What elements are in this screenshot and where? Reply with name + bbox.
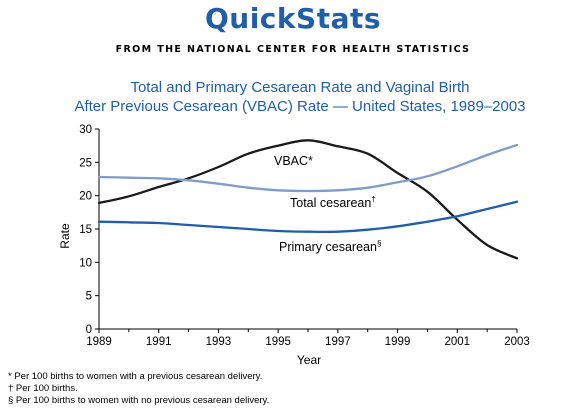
x-tick-label: 2001 (444, 336, 470, 348)
footnote-total: † Per 100 births. (8, 383, 78, 394)
x-tick-label: 1995 (265, 336, 291, 348)
chart-title-line-2: After Previous Cesarean (VBAC) Rate — Un… (74, 98, 526, 115)
series-label-primary-mark: § (377, 239, 381, 248)
series-label-vbac: VBAC* (274, 154, 313, 168)
y-tick-label: 15 (79, 224, 92, 236)
series-line-primary-cesarean (97, 200, 519, 234)
x-tick-label: 1993 (206, 336, 232, 348)
y-axis-label: Rate (58, 223, 72, 249)
chart-title: Total and Primary Cesarean Rate and Vagi… (0, 78, 586, 116)
chart-title-line-1: Total and Primary Cesarean Rate and Vagi… (130, 79, 470, 96)
series-line-vbac (97, 139, 519, 260)
chart-axes: 0 5 10 15 20 25 30 1989 1991 1993 1995 1997 1999 2001… (79, 124, 530, 348)
x-tick-label: 1989 (86, 336, 112, 348)
brand-title: QuickStats (204, 2, 382, 35)
x-tick-label: 1997 (325, 336, 351, 348)
x-tick-label: 2003 (504, 336, 530, 348)
y-tick-label: 20 (79, 191, 92, 203)
footnote-primary: § Per 100 births to women with no previo… (8, 395, 270, 406)
footnotes: * Per 100 births to women with a previou… (8, 371, 269, 407)
series-label-total-cesarean: Total cesarean† (290, 195, 376, 210)
x-axis-label: Year (297, 353, 321, 367)
y-tick-label: 10 (79, 257, 92, 269)
series-line-total-cesarean (97, 143, 519, 193)
chart-series-labels: VBAC* Total cesarean† Primary cesarean§ (274, 154, 381, 254)
y-tick-label: 5 (86, 291, 92, 303)
series-label-primary-cesarean: Primary cesarean§ (279, 239, 381, 254)
source-line: FROM THE NATIONAL CENTER FOR HEALTH STAT… (115, 44, 471, 55)
y-tick-label: 30 (79, 124, 92, 136)
series-label-total-mark: † (371, 195, 375, 204)
y-tick-label: 0 (86, 324, 92, 336)
x-tick-label: 1999 (385, 336, 411, 348)
footnote-vbac: * Per 100 births to women with a previou… (8, 371, 263, 382)
x-tick-label: 1991 (146, 336, 172, 348)
y-tick-label: 25 (79, 157, 92, 169)
chart-series (97, 139, 519, 260)
